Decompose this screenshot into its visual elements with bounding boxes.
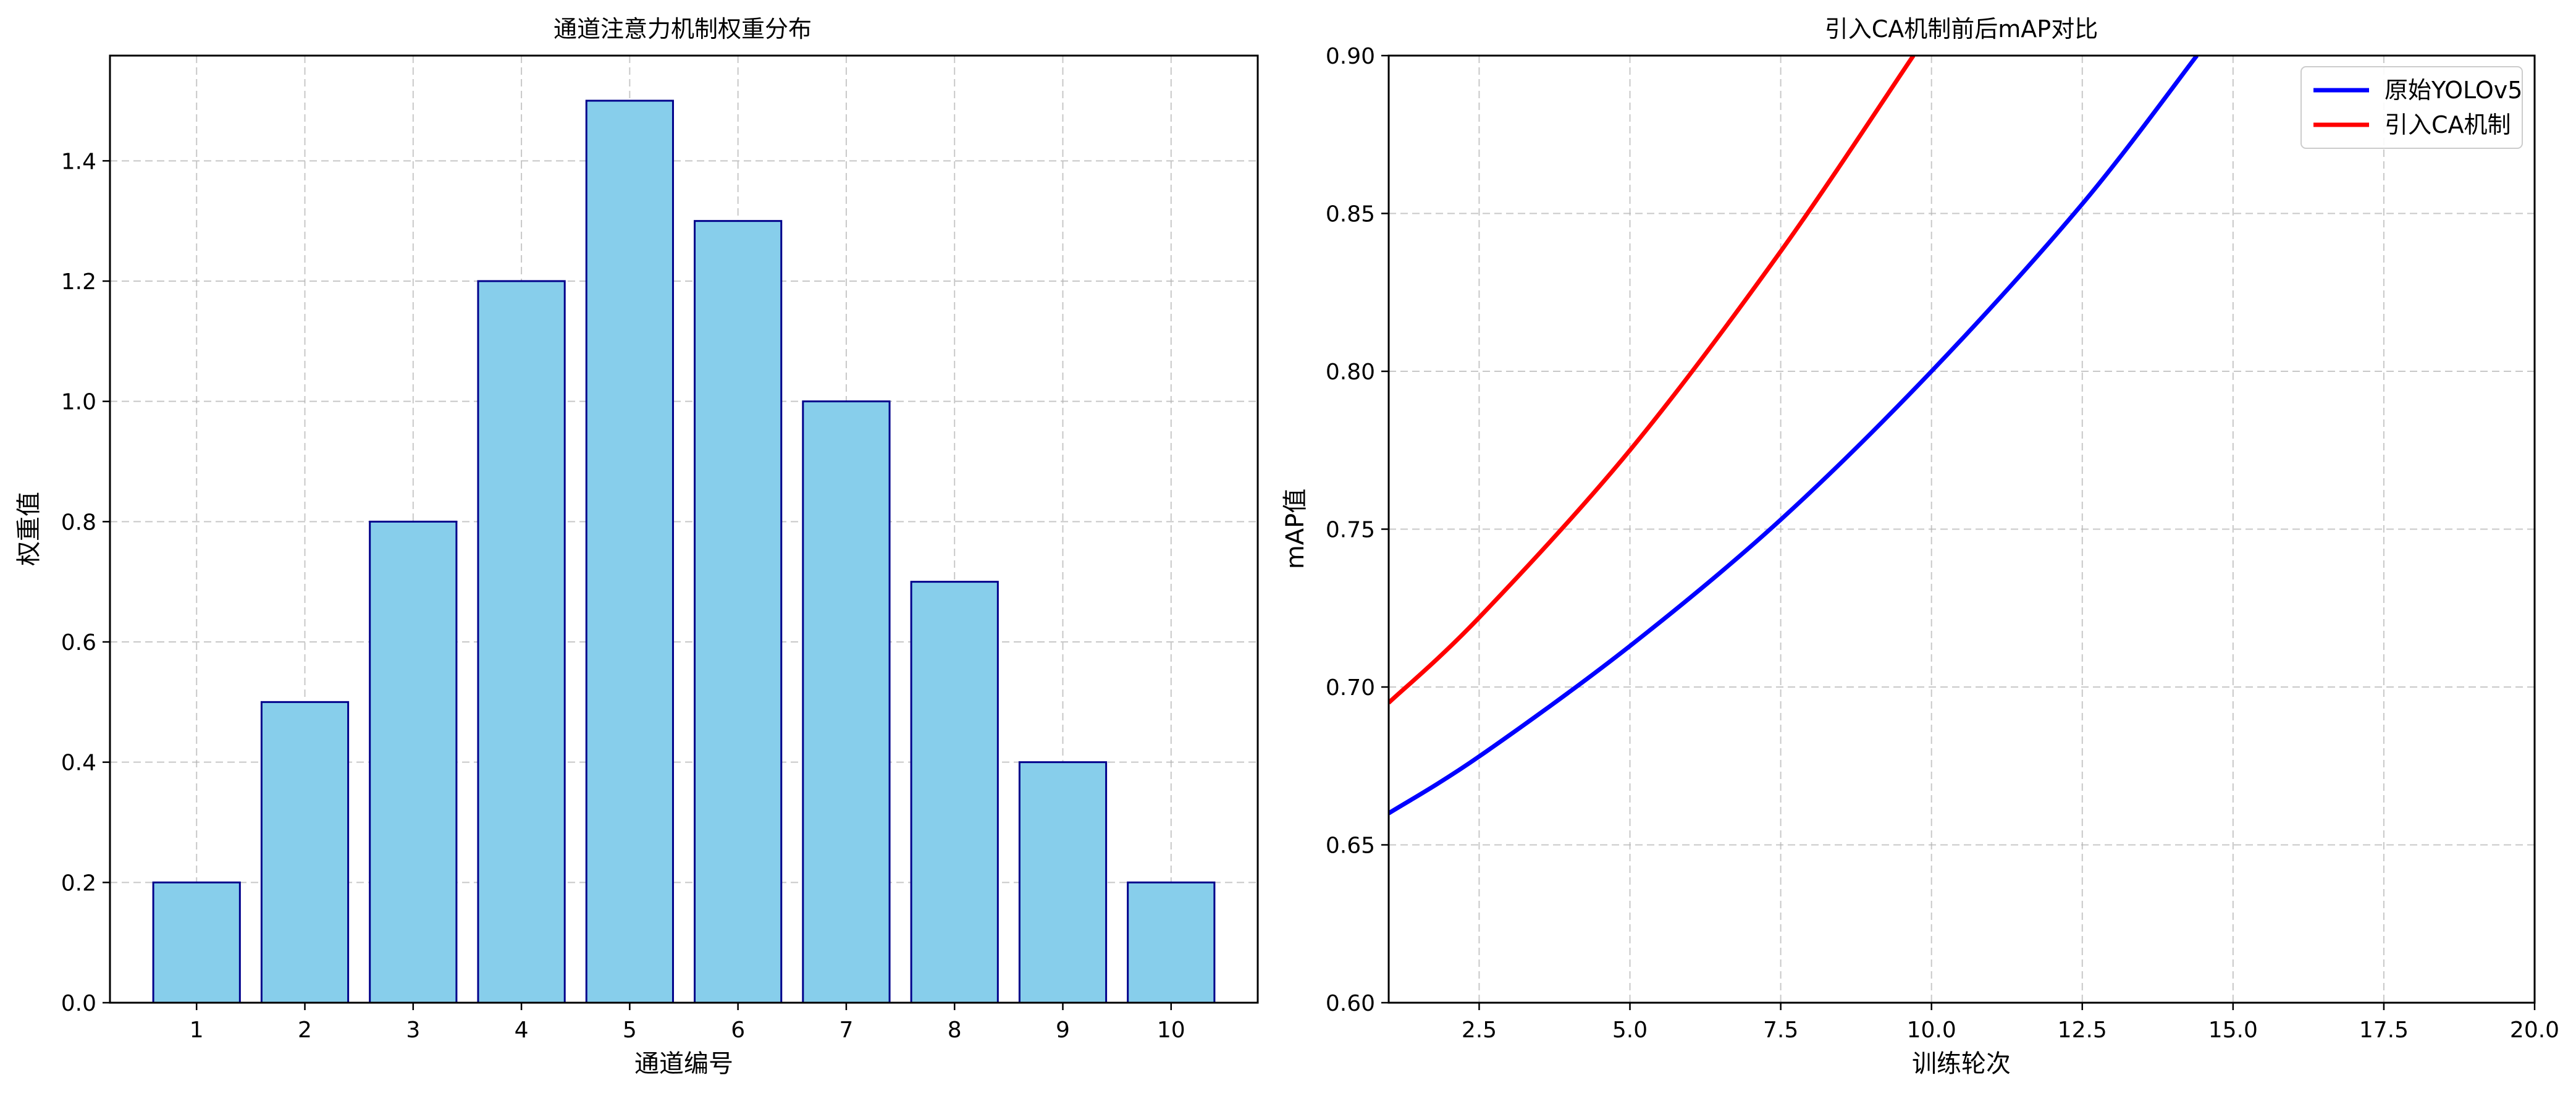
bar-channel-10 [1127, 881, 1216, 1004]
legend-label-ca: 引入CA机制 [2384, 111, 2511, 138]
series-line-original-yolov5 [1389, 56, 2199, 816]
line-chart-y-axis-label: mAP值 [1281, 489, 1310, 569]
line-chart-x-tick-label: 20.0 [2510, 1018, 2559, 1043]
bar-chart: 通道注意力机制权重分布 0.0 0.2 0.4 0.6 0.8 1.0 1.2 1.4 1 2 3… [15, 15, 1259, 1078]
line-chart-y-tick-label: 0.80 [1326, 360, 1375, 385]
line-chart-y-tick-label: 0.85 [1326, 202, 1375, 227]
bar-chart-y-tick-label: 0.2 [61, 870, 96, 896]
bar-chart-y-tick-label: 0.0 [61, 991, 96, 1016]
bar-channel-2 [260, 701, 350, 1004]
line-chart-series [1389, 56, 2199, 816]
bar-chart-y-tick-label: 0.8 [61, 510, 96, 535]
bar-chart-y-axis-label: 权重值 [15, 492, 43, 566]
bar-chart-x-axis-label: 通道编号 [634, 1050, 733, 1078]
bar-chart-y-tick-label: 0.6 [61, 630, 96, 655]
bar-chart-title: 通道注意力机制权重分布 [554, 15, 812, 43]
bar-chart-y-tick-label: 1.0 [61, 390, 96, 415]
bar-chart-x-tick-label: 2 [298, 1018, 312, 1043]
line-chart-x-tick-label: 15.0 [2208, 1018, 2258, 1043]
bar-chart-x-tick-label: 6 [731, 1018, 745, 1043]
line-chart-y-ticks: 0.60 0.65 0.70 0.75 0.80 0.85 0.90 [1326, 44, 1389, 1016]
line-chart-y-tick-label: 0.75 [1326, 518, 1375, 543]
bar-chart-x-tick-label: 4 [515, 1018, 529, 1043]
bar-channel-3 [369, 520, 458, 1004]
line-chart-x-ticks: 2.5 5.0 7.5 10.0 12.5 15.0 17.5 20.0 [1462, 1003, 2559, 1043]
bar-chart-y-tick-label: 1.4 [61, 149, 96, 174]
line-chart-x-tick-label: 5.0 [1612, 1018, 1648, 1043]
line-chart: 引入CA机制前后mAP对比 0.600.650.700.750.800.850.… [1281, 15, 2559, 1078]
line-chart-y-tick-label: 0.65 [1326, 833, 1375, 859]
bar-channel-6 [694, 220, 783, 1004]
line-chart-y-tick-label: 0.60 [1326, 991, 1375, 1016]
bar-channel-4 [477, 280, 566, 1004]
line-chart-x-tick-label: 2.5 [1462, 1018, 1497, 1043]
line-chart-x-axis-label: 训练轮次 [1912, 1050, 2011, 1078]
bar-chart-y-tick-label: 1.2 [61, 269, 96, 295]
line-chart-x-tick-label: 7.5 [1763, 1018, 1798, 1043]
bar-chart-x-tick-label: 9 [1056, 1018, 1070, 1043]
line-chart-title: 引入CA机制前后mAP对比 [1825, 15, 2098, 43]
bar-chart-bars [152, 99, 1216, 1004]
bar-channel-1 [152, 881, 241, 1004]
bar-chart-x-tick-label: 10 [1157, 1018, 1185, 1043]
series-line-ca-mechanism [1389, 56, 1916, 705]
bar-chart-x-ticks: 1 2 3 4 5 6 7 8 9 10 [190, 1003, 1185, 1043]
bar-chart-y-tick-label: 0.4 [61, 751, 96, 776]
line-chart-y-tick-label: 0.90 [1326, 44, 1375, 69]
bar-chart-y-ticks: 0.0 0.2 0.4 0.6 0.8 1.0 1.2 1.4 [61, 149, 110, 1016]
bar-chart-x-tick-label: 3 [406, 1018, 420, 1043]
line-chart-x-tick-label: 12.5 [2058, 1018, 2107, 1043]
bar-channel-9 [1018, 761, 1108, 1004]
legend-label-original: 原始YOLOv5 [2384, 77, 2522, 104]
bar-chart-x-tick-label: 1 [190, 1018, 204, 1043]
bar-channel-8 [910, 581, 999, 1004]
bar-channel-7 [802, 400, 891, 1004]
legend-box [2300, 66, 2523, 149]
bar-chart-x-tick-label: 8 [948, 1018, 962, 1043]
bar-chart-x-tick-label: 7 [839, 1018, 853, 1043]
bar-chart-x-tick-label: 5 [623, 1018, 637, 1043]
line-chart-legend: 原始YOLOv5 引入CA机制 [2300, 66, 2523, 149]
line-chart-x-tick-label: 17.5 [2359, 1018, 2409, 1043]
line-chart-y-tick-label: 0.70 [1326, 675, 1375, 701]
bar-chart-frame [109, 54, 1259, 1004]
line-chart-x-tick-label: 10.0 [1907, 1018, 1956, 1043]
bar-channel-5 [585, 99, 674, 1004]
